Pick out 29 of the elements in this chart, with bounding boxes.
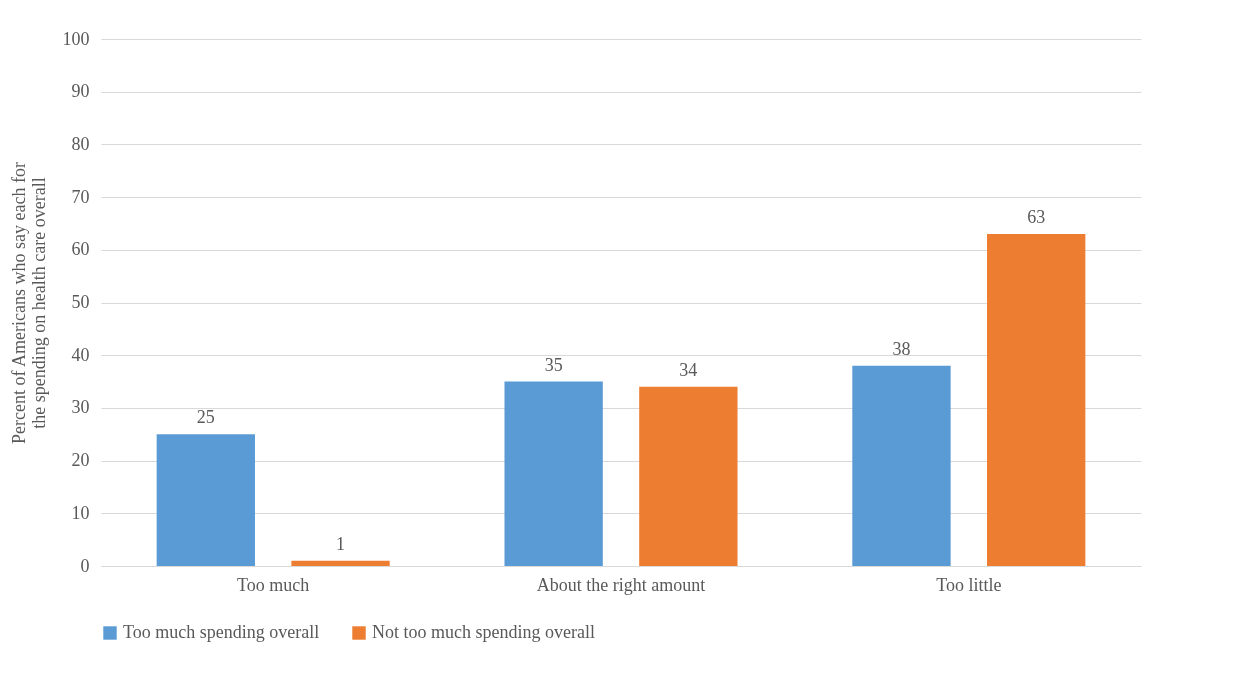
y-tick-label: 10 <box>71 502 90 523</box>
bar <box>852 365 951 566</box>
bar <box>156 434 255 566</box>
data-label: 25 <box>196 407 215 428</box>
y-axis-title: Percent of Americans who say each for the spending on health care overall <box>8 162 49 444</box>
y-tick-label: 70 <box>71 186 90 207</box>
y-tick-label: 20 <box>71 450 90 471</box>
bar <box>639 386 738 566</box>
data-label: 63 <box>1027 206 1046 227</box>
y-tick-label: 80 <box>71 133 90 154</box>
y-tick-label: 40 <box>71 344 90 365</box>
data-label: 34 <box>679 359 698 380</box>
data-label: 35 <box>544 354 563 375</box>
x-tick-label: Too little <box>936 574 1002 595</box>
data-label: 1 <box>336 533 346 554</box>
legend-label: Too much spending overall <box>123 622 320 642</box>
x-tick-label: Too much <box>237 574 310 595</box>
bar <box>987 233 1086 566</box>
y-tick-label: 90 <box>71 81 90 102</box>
y-tick-label: 50 <box>71 292 90 312</box>
y-tick-label: 60 <box>71 239 90 260</box>
y-tick-label: 0 <box>80 555 90 576</box>
legend-label: Not too much spending overall <box>372 622 595 642</box>
y-tick-label: 30 <box>71 397 90 418</box>
bar <box>291 560 390 566</box>
bar <box>504 381 603 566</box>
x-tick-label: About the right amount <box>536 574 706 595</box>
y-tick-label: 100 <box>62 28 90 49</box>
data-label: 38 <box>892 338 911 359</box>
